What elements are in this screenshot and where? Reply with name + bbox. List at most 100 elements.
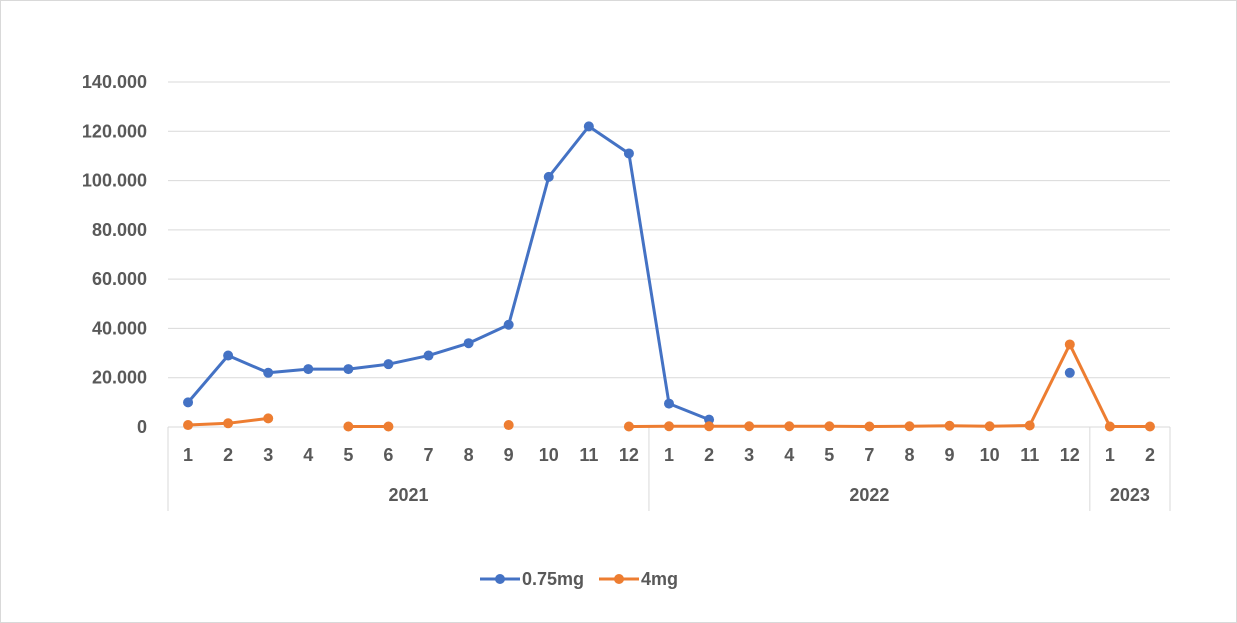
series-line-segment [186, 421, 230, 427]
data-point [543, 171, 554, 182]
x-tick-label: 2 [223, 445, 233, 465]
series-0.75mg [183, 121, 1075, 425]
data-point [664, 398, 674, 409]
legend-label: 4mg [641, 569, 678, 589]
series-line-segment [547, 124, 591, 179]
data-point [1024, 420, 1035, 431]
legend-item: 0.75mg [480, 569, 584, 589]
x-tick-label: 12 [619, 445, 639, 465]
data-point [623, 421, 634, 432]
series-line-segment [988, 424, 1032, 428]
data-point [463, 338, 474, 349]
y-tick-label: 60.000 [92, 269, 147, 289]
y-tick-label: 20.000 [92, 368, 147, 388]
data-point [583, 121, 594, 132]
series-line-segment [386, 354, 431, 366]
series-line-segment [587, 124, 631, 155]
data-point [984, 421, 995, 432]
data-point [503, 420, 514, 431]
data-point [223, 350, 234, 361]
series-line-segment [1028, 342, 1072, 428]
x-tick-label: 1 [183, 445, 193, 465]
data-point [623, 148, 634, 159]
legend: 0.75mg 4mg [480, 569, 678, 589]
group-label: 2023 [1110, 485, 1150, 505]
data-point [824, 421, 835, 432]
legend-item: 4mg [599, 569, 678, 589]
data-point [784, 421, 795, 432]
x-tick-label: 5 [343, 445, 353, 465]
series-line-segment [507, 175, 551, 327]
data-point [944, 420, 955, 431]
data-point [223, 418, 234, 429]
series-line-segment [346, 362, 390, 371]
legend-label: 0.75mg [522, 569, 584, 589]
series-line-segment [467, 323, 511, 345]
series-line-segment [667, 402, 711, 422]
x-tick-label: 3 [263, 445, 273, 465]
data-point [1104, 421, 1115, 432]
y-tick-label: 100.000 [82, 171, 147, 191]
x-tick-label: 6 [383, 445, 393, 465]
y-tick-label: 0 [137, 417, 147, 437]
group-label: 2022 [849, 485, 889, 505]
series-line-segment [186, 354, 230, 404]
data-point [704, 421, 715, 432]
x-tick-label: 7 [864, 445, 874, 465]
data-point [503, 319, 514, 330]
legend-marker [614, 574, 624, 584]
series-line-segment [427, 341, 471, 358]
data-point [383, 359, 394, 370]
data-point [904, 421, 915, 432]
data-point [664, 421, 674, 432]
y-tick-label: 140.000 [82, 72, 147, 92]
data-point [303, 364, 314, 375]
series-line-segment [1068, 342, 1112, 429]
data-point [183, 420, 194, 431]
data-point [1064, 339, 1075, 350]
x-tick-label: 1 [1105, 445, 1115, 465]
x-tick-label: 10 [980, 445, 1000, 465]
x-tick-label: 9 [945, 445, 955, 465]
x-tick-label: 5 [824, 445, 834, 465]
y-tick-label: 40.000 [92, 318, 147, 338]
x-tick-label: 4 [784, 445, 794, 465]
legend-marker [495, 574, 505, 584]
x-tick-label: 9 [504, 445, 514, 465]
group-label: 2021 [388, 485, 428, 505]
x-tick-label: 2 [1145, 445, 1155, 465]
data-point [744, 421, 755, 432]
data-point [183, 397, 194, 408]
series-layer [183, 121, 1155, 432]
data-point [383, 421, 394, 432]
data-point [263, 413, 274, 424]
data-point [864, 421, 875, 432]
data-point [343, 364, 354, 375]
x-tick-label: 8 [904, 445, 914, 465]
data-point [343, 421, 354, 432]
x-tick-label: 1 [664, 445, 674, 465]
y-axis-ticks: 0 20.000 40.000 60.000 80.000 100.000 120.000 1… [82, 72, 147, 437]
x-tick-label: 10 [539, 445, 559, 465]
series-4mg [183, 339, 1155, 432]
data-point [263, 367, 274, 378]
x-tick-label: 11 [1020, 445, 1039, 465]
x-tick-label: 2 [704, 445, 714, 465]
series-line-segment [627, 151, 671, 406]
gridlines [168, 81, 1170, 379]
data-point [1064, 367, 1075, 378]
y-tick-label: 120.000 [82, 121, 147, 141]
x-tick-label: 3 [744, 445, 754, 465]
data-point [423, 350, 434, 361]
y-tick-label: 80.000 [92, 220, 147, 240]
series-line-segment [226, 416, 270, 425]
series-line-segment [226, 354, 270, 375]
x-tick-label: 7 [424, 445, 434, 465]
data-point [1144, 421, 1155, 432]
x-tick-label: 8 [464, 445, 474, 465]
x-tick-label: 11 [579, 445, 598, 465]
